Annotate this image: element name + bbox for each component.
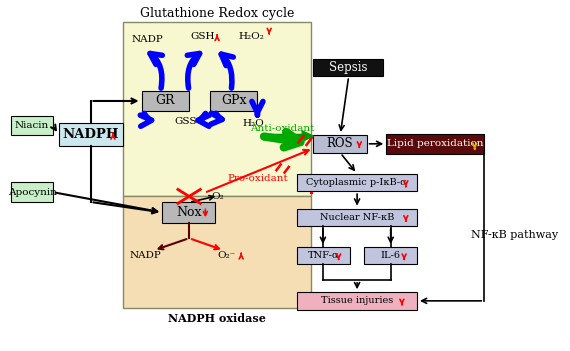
Text: GSH: GSH [191, 32, 215, 41]
FancyBboxPatch shape [11, 183, 53, 201]
Text: Lipid peroxidation: Lipid peroxidation [387, 139, 483, 148]
FancyBboxPatch shape [141, 91, 189, 111]
Text: NADP: NADP [131, 35, 163, 44]
FancyBboxPatch shape [123, 197, 311, 308]
FancyArrowPatch shape [140, 113, 152, 126]
FancyBboxPatch shape [296, 292, 417, 310]
Text: O₂⁻: O₂⁻ [218, 251, 236, 260]
Text: Glutathione Redox cycle: Glutathione Redox cycle [140, 7, 294, 20]
Text: Sepsis: Sepsis [329, 61, 368, 74]
FancyArrowPatch shape [221, 54, 233, 88]
FancyBboxPatch shape [11, 116, 53, 135]
Text: Niacin: Niacin [15, 121, 49, 130]
Text: Tissue injuries: Tissue injuries [321, 296, 393, 305]
FancyBboxPatch shape [386, 134, 484, 154]
Polygon shape [261, 131, 314, 141]
Text: GPx: GPx [221, 94, 246, 107]
Text: GSSG: GSSG [175, 117, 206, 126]
Text: Anti-oxidant: Anti-oxidant [250, 124, 315, 133]
Text: Nox: Nox [176, 206, 202, 219]
FancyBboxPatch shape [123, 22, 311, 197]
Text: O₂: O₂ [212, 192, 225, 201]
FancyBboxPatch shape [210, 91, 258, 111]
FancyArrowPatch shape [198, 113, 209, 126]
FancyBboxPatch shape [314, 135, 367, 153]
FancyArrowPatch shape [188, 53, 199, 88]
Text: NADPH oxidase: NADPH oxidase [168, 313, 266, 324]
Text: H₂O₂: H₂O₂ [239, 32, 264, 41]
Text: TNF-α: TNF-α [307, 251, 339, 260]
FancyBboxPatch shape [314, 59, 384, 76]
FancyBboxPatch shape [364, 247, 417, 264]
Text: NADP: NADP [129, 251, 161, 260]
Text: ROS: ROS [327, 137, 353, 150]
FancyArrowPatch shape [252, 101, 263, 115]
Text: Cytoplasmic p-IκB-α: Cytoplasmic p-IκB-α [307, 178, 407, 187]
FancyBboxPatch shape [296, 208, 417, 226]
FancyBboxPatch shape [162, 202, 215, 223]
Text: NF-κB pathway: NF-κB pathway [471, 230, 559, 240]
Text: Nuclear NF-κB: Nuclear NF-κB [320, 213, 394, 222]
FancyArrowPatch shape [211, 113, 222, 124]
Text: NADPH: NADPH [63, 128, 119, 141]
Text: IL-6: IL-6 [380, 251, 400, 260]
Text: GR: GR [156, 94, 175, 107]
FancyBboxPatch shape [296, 247, 350, 264]
FancyArrowPatch shape [264, 132, 300, 147]
Text: H₂O: H₂O [243, 119, 264, 128]
Text: Apocynin: Apocynin [7, 187, 56, 197]
FancyArrowPatch shape [150, 53, 162, 88]
FancyBboxPatch shape [59, 123, 123, 146]
Text: Pro-oxidant: Pro-oxidant [227, 174, 288, 184]
FancyBboxPatch shape [296, 174, 417, 191]
